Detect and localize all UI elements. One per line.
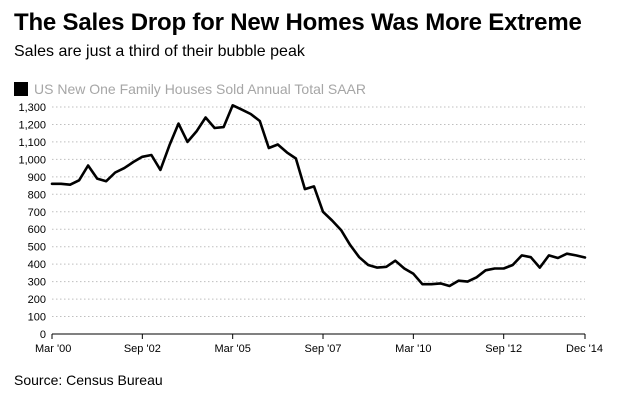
source-note: Source: Census Bureau: [14, 372, 163, 388]
y-tick-label: 1,300: [18, 102, 46, 114]
y-tick-label: 600: [28, 224, 46, 236]
y-tick-label: 1,100: [18, 137, 46, 149]
y-tick-label: 500: [28, 242, 46, 254]
legend: US New One Family Houses Sold Annual Tot…: [14, 81, 366, 97]
y-tick-label: 0: [40, 329, 46, 341]
y-tick-label: 400: [28, 259, 46, 271]
chart-subtitle: Sales are just a third of their bubble p…: [14, 43, 305, 60]
x-tick-label: Sep '02: [124, 343, 161, 355]
x-tick-label: Mar '05: [215, 343, 251, 355]
x-tick-label: Dec '14: [566, 343, 603, 355]
y-tick-label: 200: [28, 294, 46, 306]
y-tick-label: 800: [28, 189, 46, 201]
grid-lines: [52, 106, 585, 318]
y-tick-label: 900: [28, 172, 46, 184]
y-tick-label: 1,200: [18, 119, 46, 131]
y-tick-label: 100: [28, 312, 46, 324]
x-tick-label: Sep '07: [305, 343, 342, 355]
legend-swatch: [14, 82, 28, 96]
chart-title: The Sales Drop for New Homes Was More Ex…: [14, 9, 582, 36]
x-axis-ticks: Mar '00 Sep '02 Mar '05 Sep '07 Mar '10 Sep '…: [35, 333, 603, 355]
y-axis-ticks: 0 100 200 300 400 500 600 700 800 900 1,000 1,100 1,…: [18, 102, 46, 341]
y-tick-label: 700: [28, 207, 46, 219]
x-tick-label: Mar '10: [395, 343, 431, 355]
series-line: [50, 104, 587, 288]
x-tick-label: Sep '12: [485, 343, 522, 355]
x-tick-label: Mar '00: [35, 343, 71, 355]
y-tick-label: 300: [28, 277, 46, 289]
series-layer: [50, 104, 587, 288]
y-tick-label: 1,000: [18, 154, 46, 166]
legend-label: US New One Family Houses Sold Annual Tot…: [34, 81, 367, 97]
